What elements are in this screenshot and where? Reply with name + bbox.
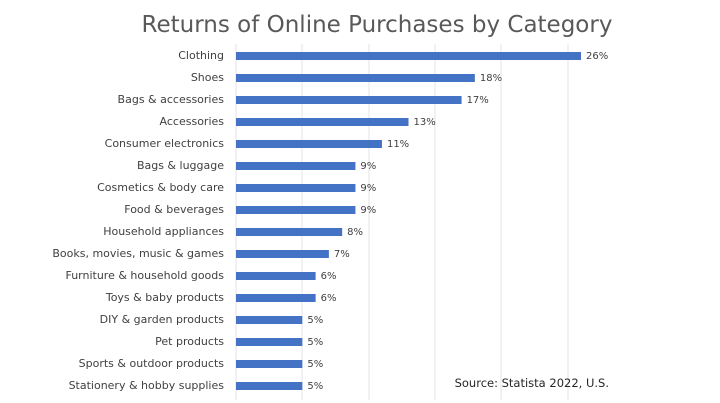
category-label: Books, movies, music & games: [52, 247, 224, 260]
value-label: 9%: [360, 161, 376, 172]
category-label: Furniture & household goods: [65, 269, 224, 282]
value-label: 9%: [360, 205, 376, 216]
bar: [236, 74, 475, 82]
bar: [236, 96, 462, 104]
bar: [236, 184, 356, 192]
bar: [236, 316, 303, 324]
bar: [236, 52, 581, 60]
value-label: 5%: [307, 359, 323, 370]
source-annotation: Source: Statista 2022, U.S.: [455, 376, 609, 390]
value-label: 6%: [321, 271, 337, 282]
bar: [236, 140, 382, 148]
bar: [236, 162, 356, 170]
bar: [236, 294, 316, 302]
category-label: Pet products: [155, 335, 224, 348]
category-label: Cosmetics & body care: [97, 181, 224, 194]
category-labels: Clothing Shoes Bags & accessories Accessori…: [52, 49, 224, 392]
category-label: Food & beverages: [124, 203, 224, 216]
value-label: 6%: [321, 293, 337, 304]
chart-title: Returns of Online Purchases by Category: [142, 12, 613, 38]
bar: [236, 206, 356, 214]
category-label: Accessories: [160, 115, 225, 128]
value-label: 26%: [586, 51, 608, 62]
bars: [236, 52, 581, 390]
category-label: Bags & luggage: [137, 159, 224, 172]
category-label: Household appliances: [103, 225, 224, 238]
value-label: 7%: [334, 249, 350, 260]
value-label: 13%: [414, 117, 436, 128]
category-label: Shoes: [191, 71, 224, 84]
bar: [236, 228, 343, 236]
value-label: 5%: [307, 337, 323, 348]
category-label: DIY & garden products: [100, 313, 225, 326]
value-label: 9%: [360, 183, 376, 194]
category-label: Consumer electronics: [105, 137, 225, 150]
value-label: 17%: [467, 95, 489, 106]
category-label: Bags & accessories: [118, 93, 225, 106]
category-label: Stationery & hobby supplies: [69, 379, 225, 392]
value-label: 11%: [387, 139, 409, 150]
bar: [236, 250, 329, 258]
value-labels: 26% 18% 17% 13% 11% 9% 9% 9% 8% 7% 6% 6% 5% 5% 5% 5%: [307, 51, 608, 392]
category-label: Toys & baby products: [105, 291, 224, 304]
bar: [236, 360, 303, 368]
category-label: Clothing: [178, 49, 224, 62]
bar: [236, 382, 303, 390]
bar: [236, 338, 303, 346]
bar: [236, 118, 409, 126]
value-label: 8%: [347, 227, 363, 238]
value-label: 5%: [307, 381, 323, 392]
bar: [236, 272, 316, 280]
value-label: 18%: [480, 73, 502, 84]
value-label: 5%: [307, 315, 323, 326]
category-label: Sports & outdoor products: [79, 357, 225, 370]
